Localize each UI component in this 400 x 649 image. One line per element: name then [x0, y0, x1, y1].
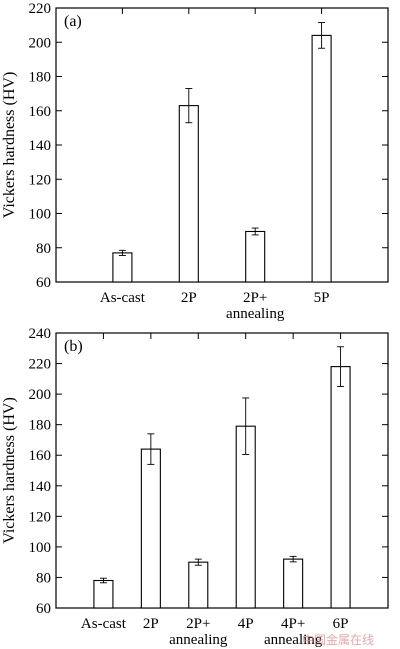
panel-a-category-label: 5P: [314, 290, 330, 306]
panel-a-bar: [178, 105, 199, 283]
panel-b-plot-frame: [55, 332, 389, 609]
panel-b-ytick-label: 100: [29, 540, 52, 556]
panel-b-bar: [283, 558, 304, 609]
panel-b-ytick-label: 60: [36, 601, 51, 617]
panel-b-category-label: 4P+ annealing: [264, 616, 323, 648]
panel-b-ytick-label: 80: [36, 570, 51, 586]
panel-b-category-label: As-cast: [81, 616, 127, 632]
panel-a-bar: [245, 230, 266, 283]
panel-a-category-label: 2P: [181, 290, 197, 306]
watermark-text: 中国金属在线: [302, 632, 374, 647]
panel-b-ylabel: Vickers hardness (HV): [1, 397, 18, 544]
panel-b-ytick-label: 160: [29, 448, 52, 464]
panel-b-category-label: 4P: [238, 616, 254, 632]
panel-b-ytick-label: 220: [29, 357, 52, 373]
panel-b-ytick-label: 120: [29, 509, 52, 525]
panel-b-bar: [330, 366, 351, 609]
panel-a-bar: [112, 252, 133, 283]
panel-a-ytick-label: 120: [29, 172, 52, 188]
panel-a-tag: (a): [64, 13, 82, 30]
panel-a-category-label: 2P+ annealing: [226, 290, 285, 322]
panel-b-category-label: 2P: [143, 616, 159, 632]
panel-a-bar: [311, 34, 332, 283]
panel-b-tag: (b): [64, 338, 83, 355]
panel-a-ytick-label: 80: [36, 241, 51, 257]
panel-b-chart: 60 80 100 120 140 160 180 200 220 240 As-cast 2P 2P+…: [1, 326, 389, 648]
panel-b-bar: [188, 561, 209, 609]
panel-a-ylabel: Vickers hardness (HV): [1, 72, 18, 219]
panel-a-chart: 60 80 100 120 140 160 180 200 220 As-cast 2P 2P+ ann…: [1, 1, 389, 322]
panel-a-ytick-label: 100: [29, 207, 52, 223]
panel-a-ytick-label: 60: [36, 275, 51, 291]
panel-b-bar: [140, 448, 161, 609]
panel-a-ytick-label: 200: [29, 35, 52, 51]
panel-a-category-label: As-cast: [100, 290, 146, 306]
panel-b-ytick-label: 180: [29, 418, 52, 434]
panel-a-ytick-label: 220: [29, 1, 52, 17]
panel-a-ytick-label: 160: [29, 104, 52, 120]
panel-a-ytick-label: 140: [29, 138, 52, 154]
panel-b-category-label: 6P: [333, 616, 349, 632]
panel-b-bar: [93, 579, 114, 609]
panel-b-category-label: 2P+ annealing: [169, 616, 228, 648]
panel-a-plot-frame: [55, 7, 389, 283]
panel-b-ytick-label: 140: [29, 479, 52, 495]
panel-b-ytick-label: 200: [29, 387, 52, 403]
panel-b-ytick-label: 240: [29, 326, 52, 342]
panel-a-ytick-label: 180: [29, 70, 52, 86]
